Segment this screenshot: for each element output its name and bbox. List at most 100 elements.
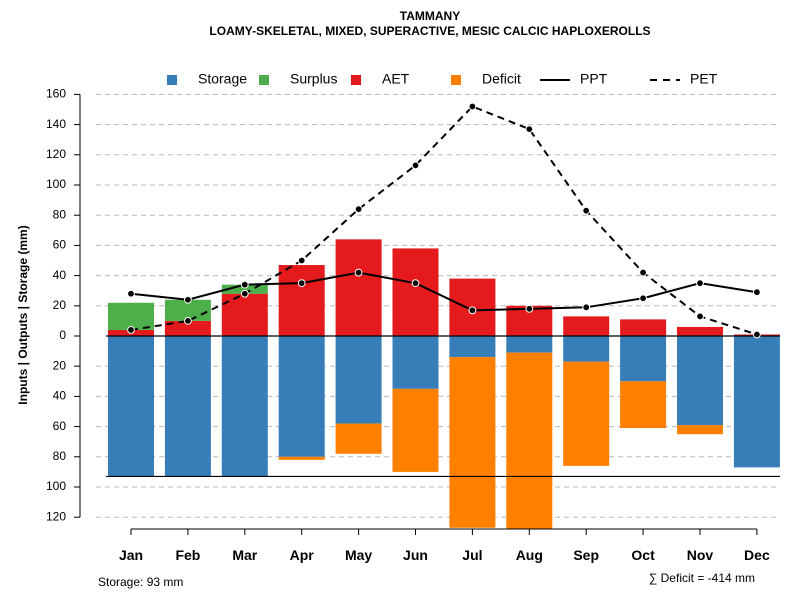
bar-surplus xyxy=(164,299,211,321)
bar-storage xyxy=(733,336,780,468)
ppt-point xyxy=(696,279,704,288)
bar-deficit xyxy=(335,423,382,454)
pet-point xyxy=(411,161,420,170)
storage-footnote: Storage: 93 mm xyxy=(98,575,183,589)
bar-aet xyxy=(164,320,211,336)
y-tick-label: 80 xyxy=(53,449,67,463)
x-tick-label: Sep xyxy=(573,547,599,563)
y-tick-label: 80 xyxy=(53,207,67,221)
legend-label-surplus: Surplus xyxy=(290,71,337,87)
x-tick-label: Nov xyxy=(687,547,714,563)
bar-aet xyxy=(221,293,268,336)
y-tick-label: 60 xyxy=(53,419,67,433)
bar-storage xyxy=(221,336,268,477)
pet-point xyxy=(696,312,704,321)
legend-label-aet: AET xyxy=(382,71,410,87)
bar-deficit xyxy=(563,361,610,466)
x-tick-label: Aug xyxy=(516,547,543,563)
x-tick-label: Apr xyxy=(290,547,315,563)
x-tick-label: Jan xyxy=(119,547,143,563)
bar-storage xyxy=(164,336,211,477)
ppt-line xyxy=(130,271,758,312)
pet-point xyxy=(297,256,306,265)
pet-point xyxy=(525,125,534,134)
bars xyxy=(106,239,780,530)
ppt-point xyxy=(525,304,534,313)
bar-deficit xyxy=(677,425,723,435)
x-tick-label: Mar xyxy=(232,547,257,563)
bar-deficit xyxy=(620,381,667,429)
legend-swatch-deficit xyxy=(451,75,461,85)
ppt-point xyxy=(582,303,591,312)
bar-deficit xyxy=(449,357,496,528)
pet-point xyxy=(354,205,363,214)
ppt-point xyxy=(240,280,249,289)
x-tick-label: Jun xyxy=(403,547,428,563)
bar-aet xyxy=(278,265,325,336)
bar-aet xyxy=(563,316,610,336)
legend: Storage Surplus AET Deficit PPT PET xyxy=(167,71,718,87)
chart-title: TAMMANY xyxy=(400,9,460,23)
bar-surplus xyxy=(108,302,154,330)
y-tick-label: 0 xyxy=(59,328,66,342)
chart-subtitle: LOAMY-SKELETAL, MIXED, SUPERACTIVE, MESI… xyxy=(209,24,650,38)
bar-storage xyxy=(620,336,667,382)
legend-swatch-aet xyxy=(351,75,361,85)
ppt-point xyxy=(184,295,192,304)
y-tick-label: 100 xyxy=(46,177,66,191)
deficit-footnote: ∑ Deficit = -414 mm xyxy=(649,571,755,585)
x-tick-label: Oct xyxy=(631,547,655,563)
legend-label-ppt: PPT xyxy=(580,71,608,87)
y-tick-label: 20 xyxy=(53,298,67,312)
ppt-point xyxy=(639,294,647,303)
legend-label-storage: Storage xyxy=(198,71,247,87)
ppt-point xyxy=(297,279,306,288)
y-tick-label: 140 xyxy=(46,117,66,131)
y-tick-label: 20 xyxy=(53,358,67,372)
bar-surplus xyxy=(221,284,268,294)
bar-aet xyxy=(335,239,382,336)
bar-aet xyxy=(392,248,439,336)
bar-deficit xyxy=(392,388,439,472)
bar-storage xyxy=(677,336,723,426)
bar-deficit xyxy=(506,352,553,530)
legend-swatch-storage xyxy=(167,75,177,85)
bar-storage xyxy=(278,336,325,457)
bar-storage xyxy=(506,336,553,353)
x-tick-label: Jul xyxy=(462,547,482,563)
legend-swatch-surplus xyxy=(259,75,269,85)
pet-point xyxy=(240,289,249,298)
bar-storage xyxy=(108,336,154,477)
pet-point xyxy=(582,206,591,215)
legend-label-pet: PET xyxy=(690,71,718,87)
bar-storage xyxy=(335,336,382,424)
y-axis-label: Inputs | Outputs | Storage (mm) xyxy=(16,225,30,404)
ppt-point xyxy=(127,289,135,298)
x-tick-label: Feb xyxy=(175,547,200,563)
pet-point xyxy=(127,326,135,334)
bar-aet xyxy=(620,319,667,336)
pet-point xyxy=(639,268,647,277)
x-tick-label: Dec xyxy=(744,547,770,563)
ppt-point xyxy=(411,279,420,288)
pet-point xyxy=(753,330,761,339)
ppt-point xyxy=(468,306,477,315)
bar-storage xyxy=(449,336,496,358)
pet-point xyxy=(184,317,192,325)
y-tick-label: 60 xyxy=(53,238,67,252)
pet-point xyxy=(468,102,477,111)
y-tick-label: 120 xyxy=(46,147,66,161)
bar-aet xyxy=(677,326,723,336)
y-tick-label: 40 xyxy=(53,389,67,403)
pet-line xyxy=(130,105,758,336)
bar-storage xyxy=(392,336,439,389)
legend-label-deficit: Deficit xyxy=(482,71,521,87)
x-tick-label: May xyxy=(345,547,372,563)
lines xyxy=(127,102,761,339)
bar-deficit xyxy=(278,456,325,460)
y-tick-label: 120 xyxy=(46,509,66,523)
y-tick-label: 100 xyxy=(46,479,66,493)
y-tick-label: 160 xyxy=(46,87,66,101)
axes: 160 140 120 100 80 60 40 20 0 20 40 60 80 100 120 Jan Fe… xyxy=(46,87,770,563)
